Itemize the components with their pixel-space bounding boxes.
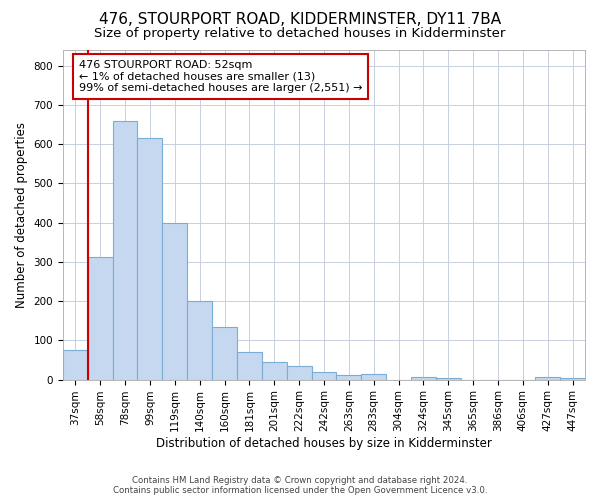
Bar — [113, 120, 137, 380]
Bar — [361, 374, 386, 380]
Bar — [535, 377, 560, 380]
Text: Contains HM Land Registry data © Crown copyright and database right 2024.
Contai: Contains HM Land Registry data © Crown c… — [113, 476, 487, 495]
Bar — [88, 257, 113, 380]
Bar — [311, 372, 337, 380]
X-axis label: Distribution of detached houses by size in Kidderminster: Distribution of detached houses by size … — [156, 437, 492, 450]
Bar — [237, 352, 262, 380]
Bar — [287, 366, 311, 380]
Bar — [212, 328, 237, 380]
Text: Size of property relative to detached houses in Kidderminster: Size of property relative to detached ho… — [94, 28, 506, 40]
Bar — [262, 362, 287, 380]
Bar — [163, 222, 187, 380]
Bar — [137, 138, 163, 380]
Bar — [187, 301, 212, 380]
Bar — [337, 375, 361, 380]
Bar — [411, 377, 436, 380]
Bar — [560, 378, 585, 380]
Text: 476, STOURPORT ROAD, KIDDERMINSTER, DY11 7BA: 476, STOURPORT ROAD, KIDDERMINSTER, DY11… — [99, 12, 501, 28]
Bar — [436, 378, 461, 380]
Bar — [63, 350, 88, 380]
Text: 476 STOURPORT ROAD: 52sqm
← 1% of detached houses are smaller (13)
99% of semi-d: 476 STOURPORT ROAD: 52sqm ← 1% of detach… — [79, 60, 362, 93]
Y-axis label: Number of detached properties: Number of detached properties — [15, 122, 28, 308]
